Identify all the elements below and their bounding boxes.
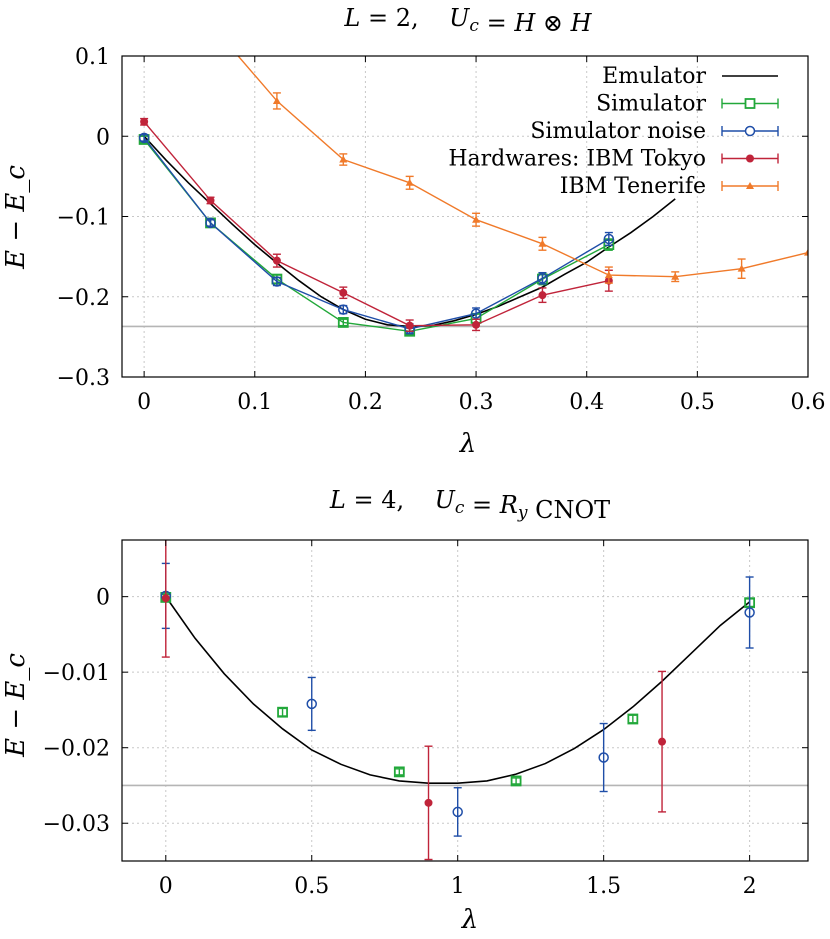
simulator-noise-point (537, 273, 548, 284)
simulator-noise-point (205, 217, 216, 229)
simulator-noise-point (138, 132, 150, 144)
x-tick-label: 0.6 (791, 390, 826, 415)
hardwares-ibm-tokyo-point (272, 256, 281, 265)
simulator-noise-point (744, 607, 755, 618)
y-tick-label: −0.1 (57, 206, 110, 231)
legend-marker (746, 182, 754, 189)
x-tick-label: 0.1 (237, 390, 272, 415)
top-title: L = 2, Uc = H ⊗ H (343, 4, 592, 37)
x-tick-label: 0.2 (348, 390, 383, 415)
simulator-noise-point (338, 304, 349, 315)
simulator-noise-line (143, 137, 610, 330)
series-ibm-tenerife (207, 20, 808, 284)
simulator-point (510, 775, 522, 787)
hardwares-ibm-tokyo-point (405, 321, 414, 330)
y-tick-label: 0 (96, 586, 110, 611)
bottom-plot-frame (121, 539, 809, 862)
legend-label: Emulator (602, 64, 706, 89)
simulator-noise-point (598, 752, 609, 763)
emulator-line (165, 596, 751, 785)
legend-label: Simulator noise (530, 119, 706, 144)
top-x-axis-label: λ (459, 429, 476, 459)
y-tick-label: −0.2 (57, 286, 110, 311)
hardwares-ibm-tokyo-point (538, 291, 547, 300)
simulator-point (277, 706, 288, 718)
hardwares-ibm-tokyo-point (161, 594, 170, 603)
hardwares-ibm-tokyo-point (339, 288, 348, 297)
series-emulator (165, 596, 751, 785)
x-tick-label: 1.5 (586, 874, 621, 899)
simulator-point (627, 713, 639, 725)
bottom-series (160, 540, 756, 861)
legend-label: Hardwares: IBM Tokyo (448, 147, 706, 172)
ibm-tenerife-point (538, 239, 547, 247)
y-tick-label: −0.01 (43, 661, 110, 686)
simulator-point (337, 317, 349, 328)
legend-label: Simulator (596, 92, 706, 117)
top-ticks: 0 0.1 0.2 0.3 0.4 0.5 0.6 −0.3 −0.2 −0.1 0 0.1 (57, 45, 826, 415)
legend-marker (744, 98, 756, 109)
ibm-tenerife-point (207, 20, 215, 27)
y-tick-label: −0.03 (43, 812, 110, 837)
hardwares-ibm-tokyo-point (140, 117, 149, 126)
bottom-panel: L = 4, Uc = Ry CNOT 0 0.5 1 1.5 2 −0.03 −0.02 −… (1, 486, 809, 935)
bottom-x-axis-label: λ (461, 905, 478, 935)
simulator-noise-point (452, 806, 463, 818)
hardwares-ibm-tokyo-point (206, 196, 215, 205)
y-tick-label: 0 (96, 125, 110, 150)
ibm-tenerife-point (671, 272, 680, 280)
legend-label: IBM Tenerife (560, 174, 706, 199)
simulator-noise-point (603, 233, 615, 245)
simulator-noise-point (470, 308, 482, 319)
simulator-noise-point (306, 698, 317, 710)
top-series (138, 20, 808, 337)
hardwares-ibm-tokyo-point (424, 798, 433, 807)
x-tick-label: 0.3 (459, 390, 494, 415)
x-tick-label: 0 (159, 874, 173, 899)
simulator-point (393, 766, 405, 778)
y-tick-label: 0.1 (75, 45, 110, 70)
simulator-noise-point (271, 276, 283, 287)
hardwares-ibm-tokyo-point (658, 737, 667, 746)
top-y-axis-label: E − E_c (1, 165, 31, 270)
legend-marker (746, 154, 754, 163)
ibm-tenerife-point (804, 248, 808, 256)
ibm-tenerife-point (272, 96, 281, 104)
y-tick-label: −0.02 (43, 737, 110, 762)
bottom-gridlines (122, 540, 808, 861)
x-tick-label: 0 (137, 390, 151, 415)
legend-marker (744, 125, 756, 137)
top-panel: L = 2, Uc = H ⊗ H 0 0.1 0.2 0.3 0.4 0.5 0.6 −0.… (1, 4, 826, 459)
ibm-tenerife-point (737, 264, 746, 272)
x-tick-label: 0.5 (294, 874, 329, 899)
x-tick-label: 1 (451, 874, 465, 899)
ibm-tenerife-point (339, 155, 348, 163)
ibm-tenerife-point (604, 271, 613, 279)
bottom-title: L = 4, Uc = Ry CNOT (329, 486, 610, 524)
ibm-tenerife-point (405, 178, 414, 186)
x-tick-label: 2 (743, 874, 757, 899)
ibm-tenerife-point (472, 215, 481, 223)
x-tick-label: 0.4 (569, 390, 604, 415)
bottom-y-axis-label: E − E_c (1, 653, 31, 758)
x-tick-label: 0.5 (680, 390, 715, 415)
series-hardwares-ibm-tokyo (140, 117, 613, 332)
series-hardwares-ibm-tokyo (161, 540, 667, 861)
bottom-ticks: 0 0.5 1 1.5 2 −0.03 −0.02 −0.01 0 (43, 540, 808, 899)
hardwares-ibm-tokyo-point (472, 320, 481, 329)
y-tick-label: −0.3 (57, 366, 110, 391)
hardwares-ibm-tokyo-line (143, 121, 609, 327)
